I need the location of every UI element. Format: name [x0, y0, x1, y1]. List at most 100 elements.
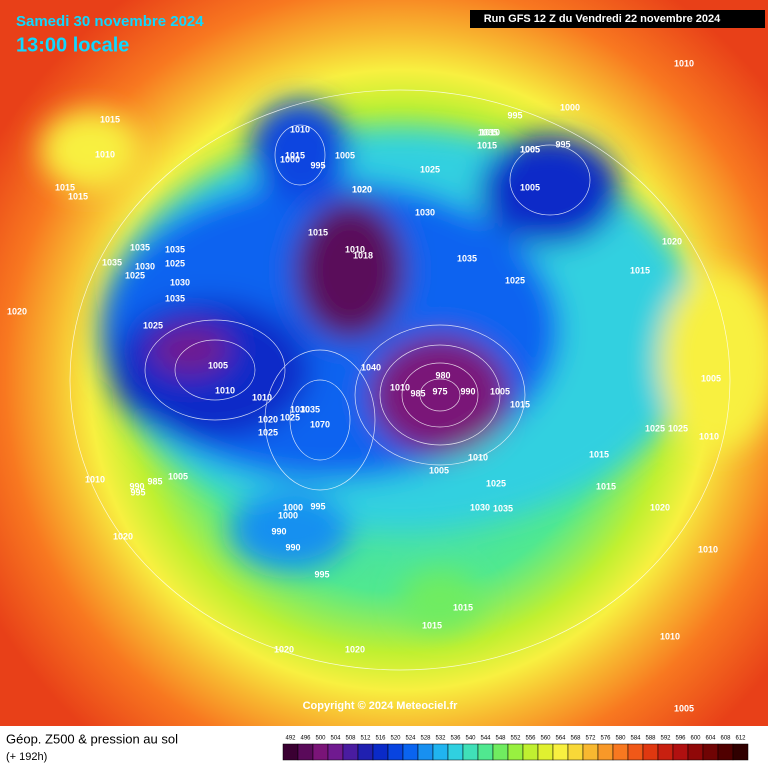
colorbar-swatch: [657, 743, 674, 761]
pressure-label: 995: [314, 569, 329, 579]
pressure-label: 1010: [290, 124, 310, 134]
colorbar-swatch: [642, 743, 659, 761]
pressure-label: 1010: [95, 149, 115, 159]
colorbar-label: 524: [405, 736, 416, 742]
pressure-label: 1030: [290, 404, 310, 414]
pressure-label: 980: [435, 370, 450, 380]
pressure-label: 1000: [283, 502, 303, 512]
colorbar-label: 504: [330, 736, 341, 742]
pressure-label: 1010: [468, 452, 488, 462]
pressure-label: 1020: [7, 306, 27, 316]
pressure-label: 1015: [285, 150, 305, 160]
pressure-label: 1020: [352, 184, 372, 194]
pressure-label: 990: [285, 542, 300, 552]
colorbar-swatch: [732, 743, 749, 761]
colorbar-swatch: [717, 743, 734, 761]
colorbar-label: 600: [690, 736, 701, 742]
colorbar-swatch: [507, 743, 524, 761]
pressure-label: 1010: [699, 431, 719, 441]
pressure-label: 1010: [215, 385, 235, 395]
colorbar-label: 608: [720, 736, 731, 742]
pressure-label: 1005: [520, 144, 540, 154]
colorbar-swatch: [342, 743, 359, 761]
pressure-label: 1005: [701, 373, 721, 383]
pressure-label: 1035: [478, 127, 498, 137]
colorbar-label: 568: [570, 736, 581, 742]
pressure-label: 1030: [470, 502, 490, 512]
colorbar-label: 540: [465, 736, 476, 742]
pressure-label: 1020: [113, 531, 133, 541]
pressure-label: 1025: [486, 478, 506, 488]
pressure-label: 1015: [510, 399, 530, 409]
colorbar-swatch: [417, 743, 434, 761]
pressure-label: 985: [147, 476, 162, 486]
colorbar-swatch: [402, 743, 419, 761]
pressure-label: 1025: [420, 164, 440, 174]
colorbar-swatch: [552, 743, 569, 761]
colorbar-swatch: [327, 743, 344, 761]
pressure-label: 1010: [480, 127, 500, 137]
colorbar-label: 572: [585, 736, 596, 742]
pressure-label: 1010: [85, 474, 105, 484]
pressure-label: 1025: [143, 320, 163, 330]
colorbar-label: 516: [375, 736, 386, 742]
date: Samedi 30 novembre 2024: [16, 13, 204, 30]
colorbar-label: 612: [735, 736, 746, 742]
pressure-label: 975: [432, 386, 447, 396]
pressure-label: 1005: [429, 465, 449, 475]
pressure-label: 1035: [300, 404, 320, 414]
pressure-label: 995: [507, 110, 522, 120]
pressure-label: 1035: [130, 242, 150, 252]
pressure-label: 1035: [102, 257, 122, 267]
pressure-label: 1035: [165, 244, 185, 254]
pressure-label: 1010: [345, 244, 365, 254]
pressure-label: 1020: [650, 502, 670, 512]
colorbar-swatch: [282, 743, 299, 761]
pressure-label: 985: [410, 388, 425, 398]
colorbar-label: 508: [345, 736, 356, 742]
colorbar-swatch: [597, 743, 614, 761]
pressure-label: 1015: [477, 140, 497, 150]
pressure-label: 1010: [698, 544, 718, 554]
colorbar-label: 528: [420, 736, 431, 742]
pressure-label: 1035: [457, 253, 477, 263]
pressure-label: 1020: [274, 644, 294, 654]
pressure-label: 1000: [280, 154, 300, 164]
colorbar-swatch: [492, 743, 509, 761]
pressure-label: 1035: [165, 293, 185, 303]
pressure-label: 1015: [453, 602, 473, 612]
pressure-label: 1015: [55, 182, 75, 192]
pressure-label: 1025: [505, 275, 525, 285]
lead-time: (+ 192h): [6, 751, 47, 763]
colorbar-swatch: [582, 743, 599, 761]
pressure-label: 995: [130, 487, 145, 497]
colorbar-label: 500: [315, 736, 326, 742]
pressure-label: 1005: [520, 144, 540, 154]
pressure-label: 1005: [674, 703, 694, 713]
pressure-label: 1000: [560, 102, 580, 112]
pressure-label: 1005: [168, 471, 188, 481]
pressure-label: 995: [310, 160, 325, 170]
colorbar-label: 564: [555, 736, 566, 742]
pressure-label: 1000: [278, 510, 298, 520]
colorbar-label: 492: [285, 736, 296, 742]
pressure-label: 995: [310, 501, 325, 511]
pressure-label: 1005: [208, 360, 228, 370]
pressure-label: 1015: [100, 114, 120, 124]
colorbar-label: 520: [390, 736, 401, 742]
pressure-label: 1035: [493, 503, 513, 513]
colorbar-label: 496: [300, 736, 311, 742]
pressure-label: 990: [460, 386, 475, 396]
colorbar-label: 584: [630, 736, 641, 742]
pressure-label: 990: [271, 526, 286, 536]
colorbar-swatch: [537, 743, 554, 761]
pressure-label: 1025: [668, 423, 688, 433]
colorbar-label: 556: [525, 736, 536, 742]
pressure-label: 1015: [596, 481, 616, 491]
isobars: [69, 89, 731, 671]
colorbar-swatch: [477, 743, 494, 761]
colorbar-swatch: [387, 743, 404, 761]
colorbar-swatch: [312, 743, 329, 761]
pressure-label: 995: [555, 139, 570, 149]
